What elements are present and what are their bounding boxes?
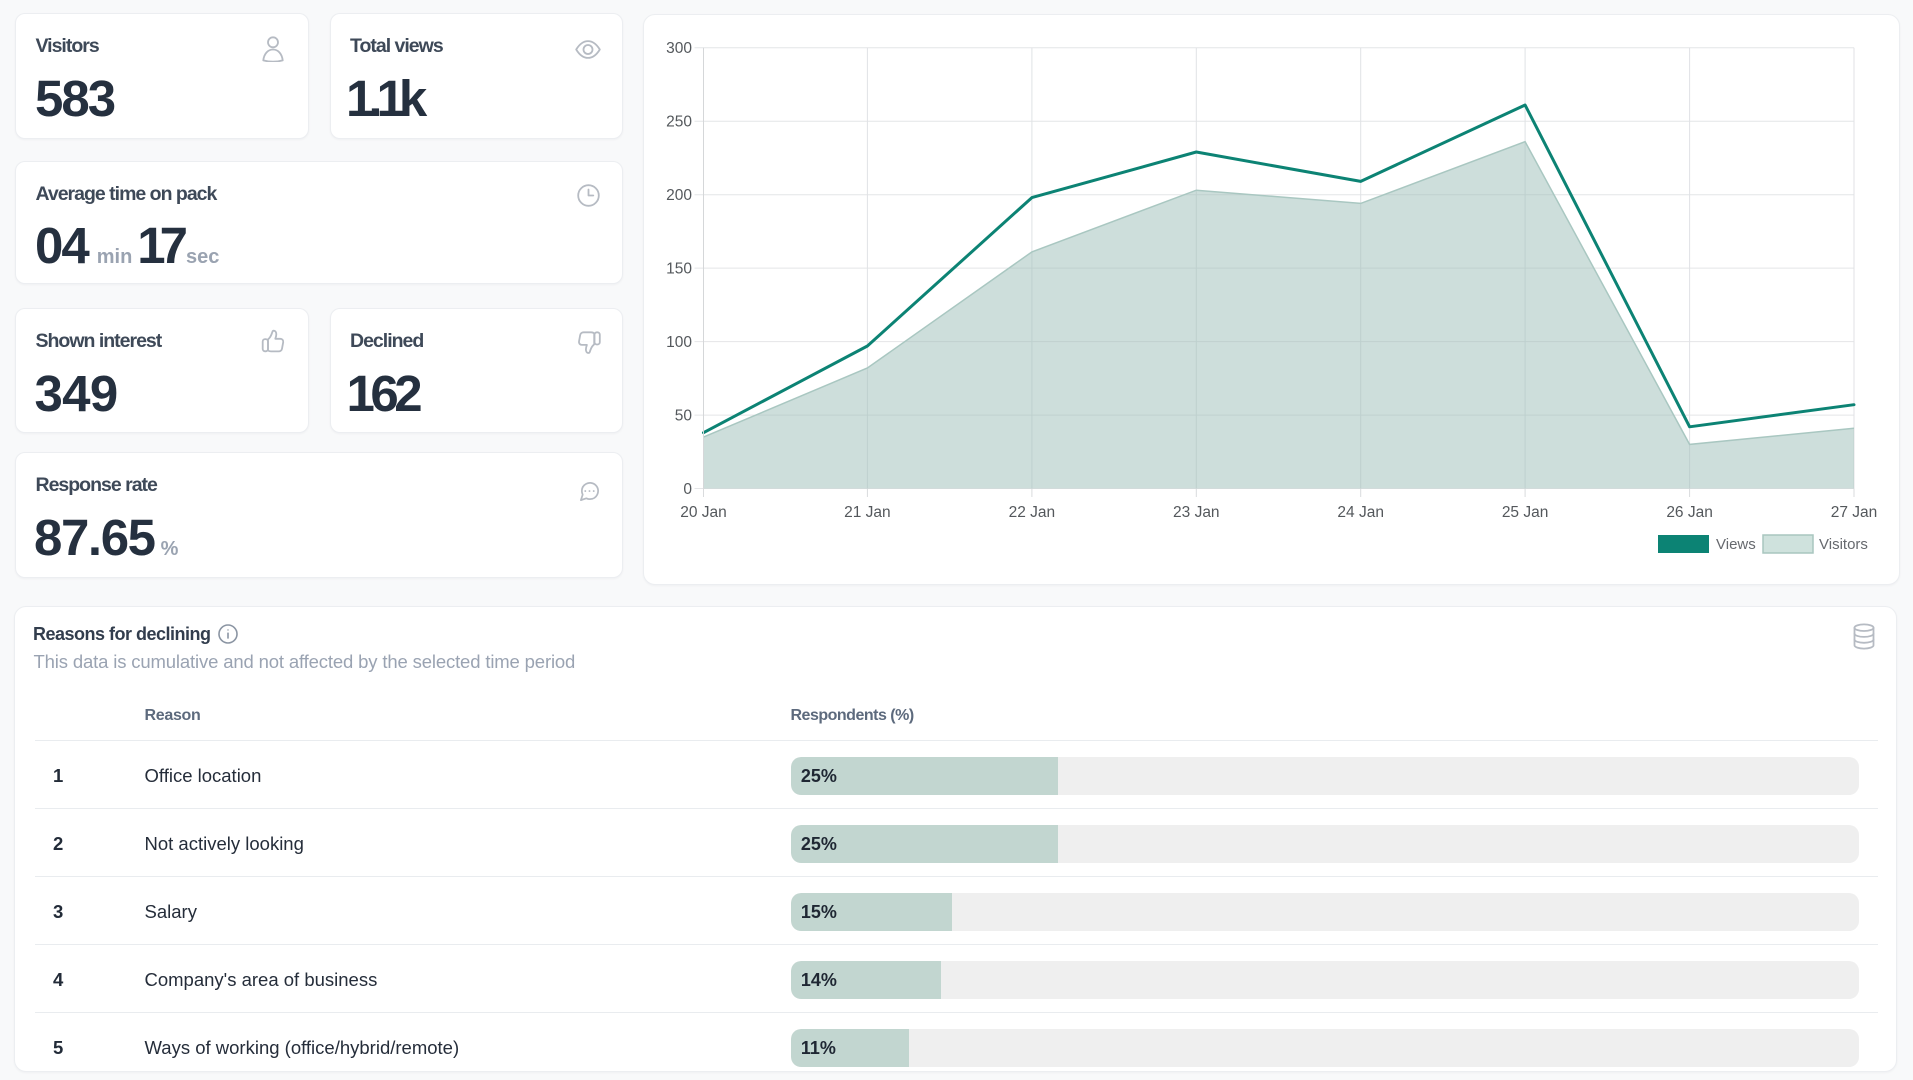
svg-text:0: 0 [683, 481, 692, 498]
svg-text:150: 150 [666, 261, 692, 278]
svg-text:20 Jan: 20 Jan [680, 504, 727, 521]
svg-text:50: 50 [675, 408, 693, 425]
svg-text:300: 300 [666, 40, 692, 57]
svg-text:22 Jan: 22 Jan [1009, 504, 1056, 521]
svg-text:27 Jan: 27 Jan [1831, 504, 1878, 521]
svg-text:25 Jan: 25 Jan [1502, 504, 1549, 521]
svg-text:Views: Views [1716, 536, 1756, 553]
svg-text:200: 200 [666, 187, 692, 204]
svg-text:26 Jan: 26 Jan [1666, 504, 1713, 521]
svg-text:100: 100 [666, 334, 692, 351]
svg-text:Visitors: Visitors [1819, 536, 1868, 553]
svg-text:250: 250 [666, 114, 692, 131]
svg-text:24 Jan: 24 Jan [1337, 504, 1384, 521]
svg-text:23 Jan: 23 Jan [1173, 504, 1220, 521]
svg-text:21 Jan: 21 Jan [844, 504, 891, 521]
